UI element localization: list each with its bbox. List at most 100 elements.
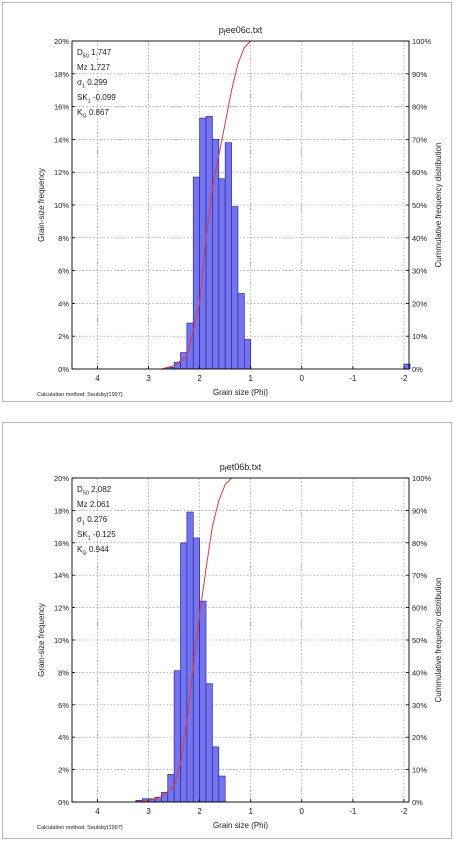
x-tick-label: 4	[95, 807, 100, 816]
x-tick-label: 2	[197, 374, 202, 383]
y-tick-label: 4%	[58, 733, 69, 742]
x-tick-label: -2	[400, 374, 408, 383]
panel-separator	[0, 404, 454, 420]
y-tick-label: 2%	[58, 766, 69, 775]
histogram-bar	[231, 206, 239, 370]
histogram-bar	[205, 116, 213, 370]
chart-title: pfet06b.txt	[220, 462, 262, 474]
calculation-method-note: Calculation method: Soulsby(1997)	[37, 392, 123, 398]
y2-tick-label: 30%	[412, 267, 427, 276]
y2-tick-label: 30%	[412, 701, 427, 710]
y2-axis-label: Cummulative frequency distribution	[434, 578, 443, 703]
x-tick-label: -2	[400, 807, 408, 816]
histogram-bar	[237, 293, 245, 370]
cumulative-curve	[161, 40, 252, 370]
y-axis-label: Grain-size frequency	[37, 168, 46, 242]
y2-tick-label: 50%	[412, 636, 427, 645]
stat-sk: SK1 -0.099	[77, 93, 116, 105]
y-tick-label: 16%	[54, 539, 69, 548]
panel-frame	[2, 2, 452, 402]
histogram-bar	[199, 600, 207, 803]
panel-frame	[2, 422, 452, 839]
stat-d: D50 2.082	[77, 485, 112, 497]
stat-d: D50 1.747	[77, 48, 112, 60]
y-tick-label: 6%	[58, 701, 69, 710]
y2-tick-label: 10%	[412, 766, 427, 775]
y-tick-label: 8%	[58, 234, 69, 243]
y2-tick-label: 20%	[412, 733, 427, 742]
histogram-bar	[180, 352, 188, 370]
x-tick-label: -1	[349, 807, 357, 816]
y2-tick-label: 10%	[412, 332, 427, 341]
y2-tick-label: 60%	[412, 604, 427, 613]
chart-panel-1: pfee06c.txt 0% 2% 4% 6% 8% 10% 12% 14% 16% 18% 20% 0…	[0, 0, 454, 404]
y2-axis-label: Cummulative frequency distribution	[434, 143, 443, 268]
histogram-bar	[243, 339, 252, 370]
histogram-chart-1: pfee06c.txt0%2%4%6%8%10%12%14%16%18%20%0…	[37, 25, 443, 398]
calculation-method-note: Calculation method: Soulsby(1997)	[37, 825, 123, 831]
x-tick-label: 1	[248, 374, 253, 383]
y2-tick-label: 60%	[412, 168, 427, 177]
x-tick-label: -1	[349, 374, 357, 383]
y2-tick-label: 40%	[412, 668, 427, 677]
y-tick-label: 0%	[58, 365, 69, 374]
y-tick-label: 16%	[54, 103, 69, 112]
y2-tick-label: 100%	[412, 37, 432, 46]
x-tick-label: 0	[300, 807, 305, 816]
stat-k: KG 0.867	[77, 108, 109, 120]
histogram-bar	[224, 142, 232, 370]
y-tick-label: 14%	[54, 571, 69, 580]
x-tick-label: 0	[300, 374, 305, 383]
y-tick-label: 12%	[54, 168, 69, 177]
histogram-chart-2: pfet06b.txt0%2%4%6%8%10%12%14%16%18%20%0…	[37, 462, 443, 831]
x-tick-label: 3	[146, 807, 151, 816]
histogram-bar	[186, 322, 194, 370]
y2-tick-label: 0%	[412, 365, 423, 374]
y2-tick-label: 90%	[412, 506, 427, 515]
histogram-bar	[218, 775, 226, 803]
y2-tick-label: 90%	[412, 70, 427, 79]
y-axis-label: Grain-size frequency	[37, 603, 46, 677]
stat-mz: Mz 1.727	[77, 63, 110, 72]
histogram-bar	[192, 176, 201, 370]
y-tick-label: 18%	[54, 70, 69, 79]
stat-sigma: σ1 0.299	[77, 78, 108, 90]
cumulative-curve	[135, 477, 232, 803]
histogram-bar	[180, 542, 188, 803]
y-tick-label: 10%	[54, 201, 69, 210]
y-tick-label: 0%	[58, 798, 69, 807]
histogram-bar	[192, 537, 201, 803]
y2-tick-label: 100%	[412, 474, 432, 483]
y2-tick-label: 70%	[412, 571, 427, 580]
x-tick-label: 4	[95, 374, 100, 383]
y-tick-label: 8%	[58, 668, 69, 677]
y2-tick-label: 50%	[412, 201, 427, 210]
y-tick-label: 20%	[54, 474, 69, 483]
y2-tick-label: 80%	[412, 539, 427, 548]
y-tick-label: 20%	[54, 37, 69, 46]
chart-panel-2: pfet06b.txt 0% 2% 4% 6% 8% 10% 12% 14% 16% 18% 20% 0…	[0, 420, 454, 841]
stat-k: KG 0.944	[77, 545, 109, 557]
y2-tick-label: 80%	[412, 103, 427, 112]
y-tick-label: 12%	[54, 604, 69, 613]
y-tick-label: 10%	[54, 636, 69, 645]
chart-title: pfee06c.txt	[219, 25, 263, 37]
x-axis-label: Grain size (Phi)	[213, 821, 268, 830]
histogram-bar	[218, 178, 226, 370]
x-tick-label: 2	[197, 807, 202, 816]
x-tick-label: 1	[248, 807, 253, 816]
y2-tick-label: 70%	[412, 135, 427, 144]
y2-tick-label: 20%	[412, 299, 427, 308]
y2-tick-label: 40%	[412, 234, 427, 243]
histogram-bar	[186, 511, 194, 803]
y-tick-label: 2%	[58, 332, 69, 341]
stat-sk: SK1 -0.125	[77, 530, 116, 542]
y-tick-label: 4%	[58, 299, 69, 308]
x-tick-label: 3	[146, 374, 151, 383]
y-tick-label: 14%	[54, 135, 69, 144]
y-tick-label: 6%	[58, 267, 69, 276]
y2-tick-label: 0%	[412, 798, 423, 807]
x-axis-label: Grain size (Phi)	[213, 388, 268, 397]
histogram-bar	[205, 683, 213, 803]
histogram-bar	[212, 746, 220, 803]
